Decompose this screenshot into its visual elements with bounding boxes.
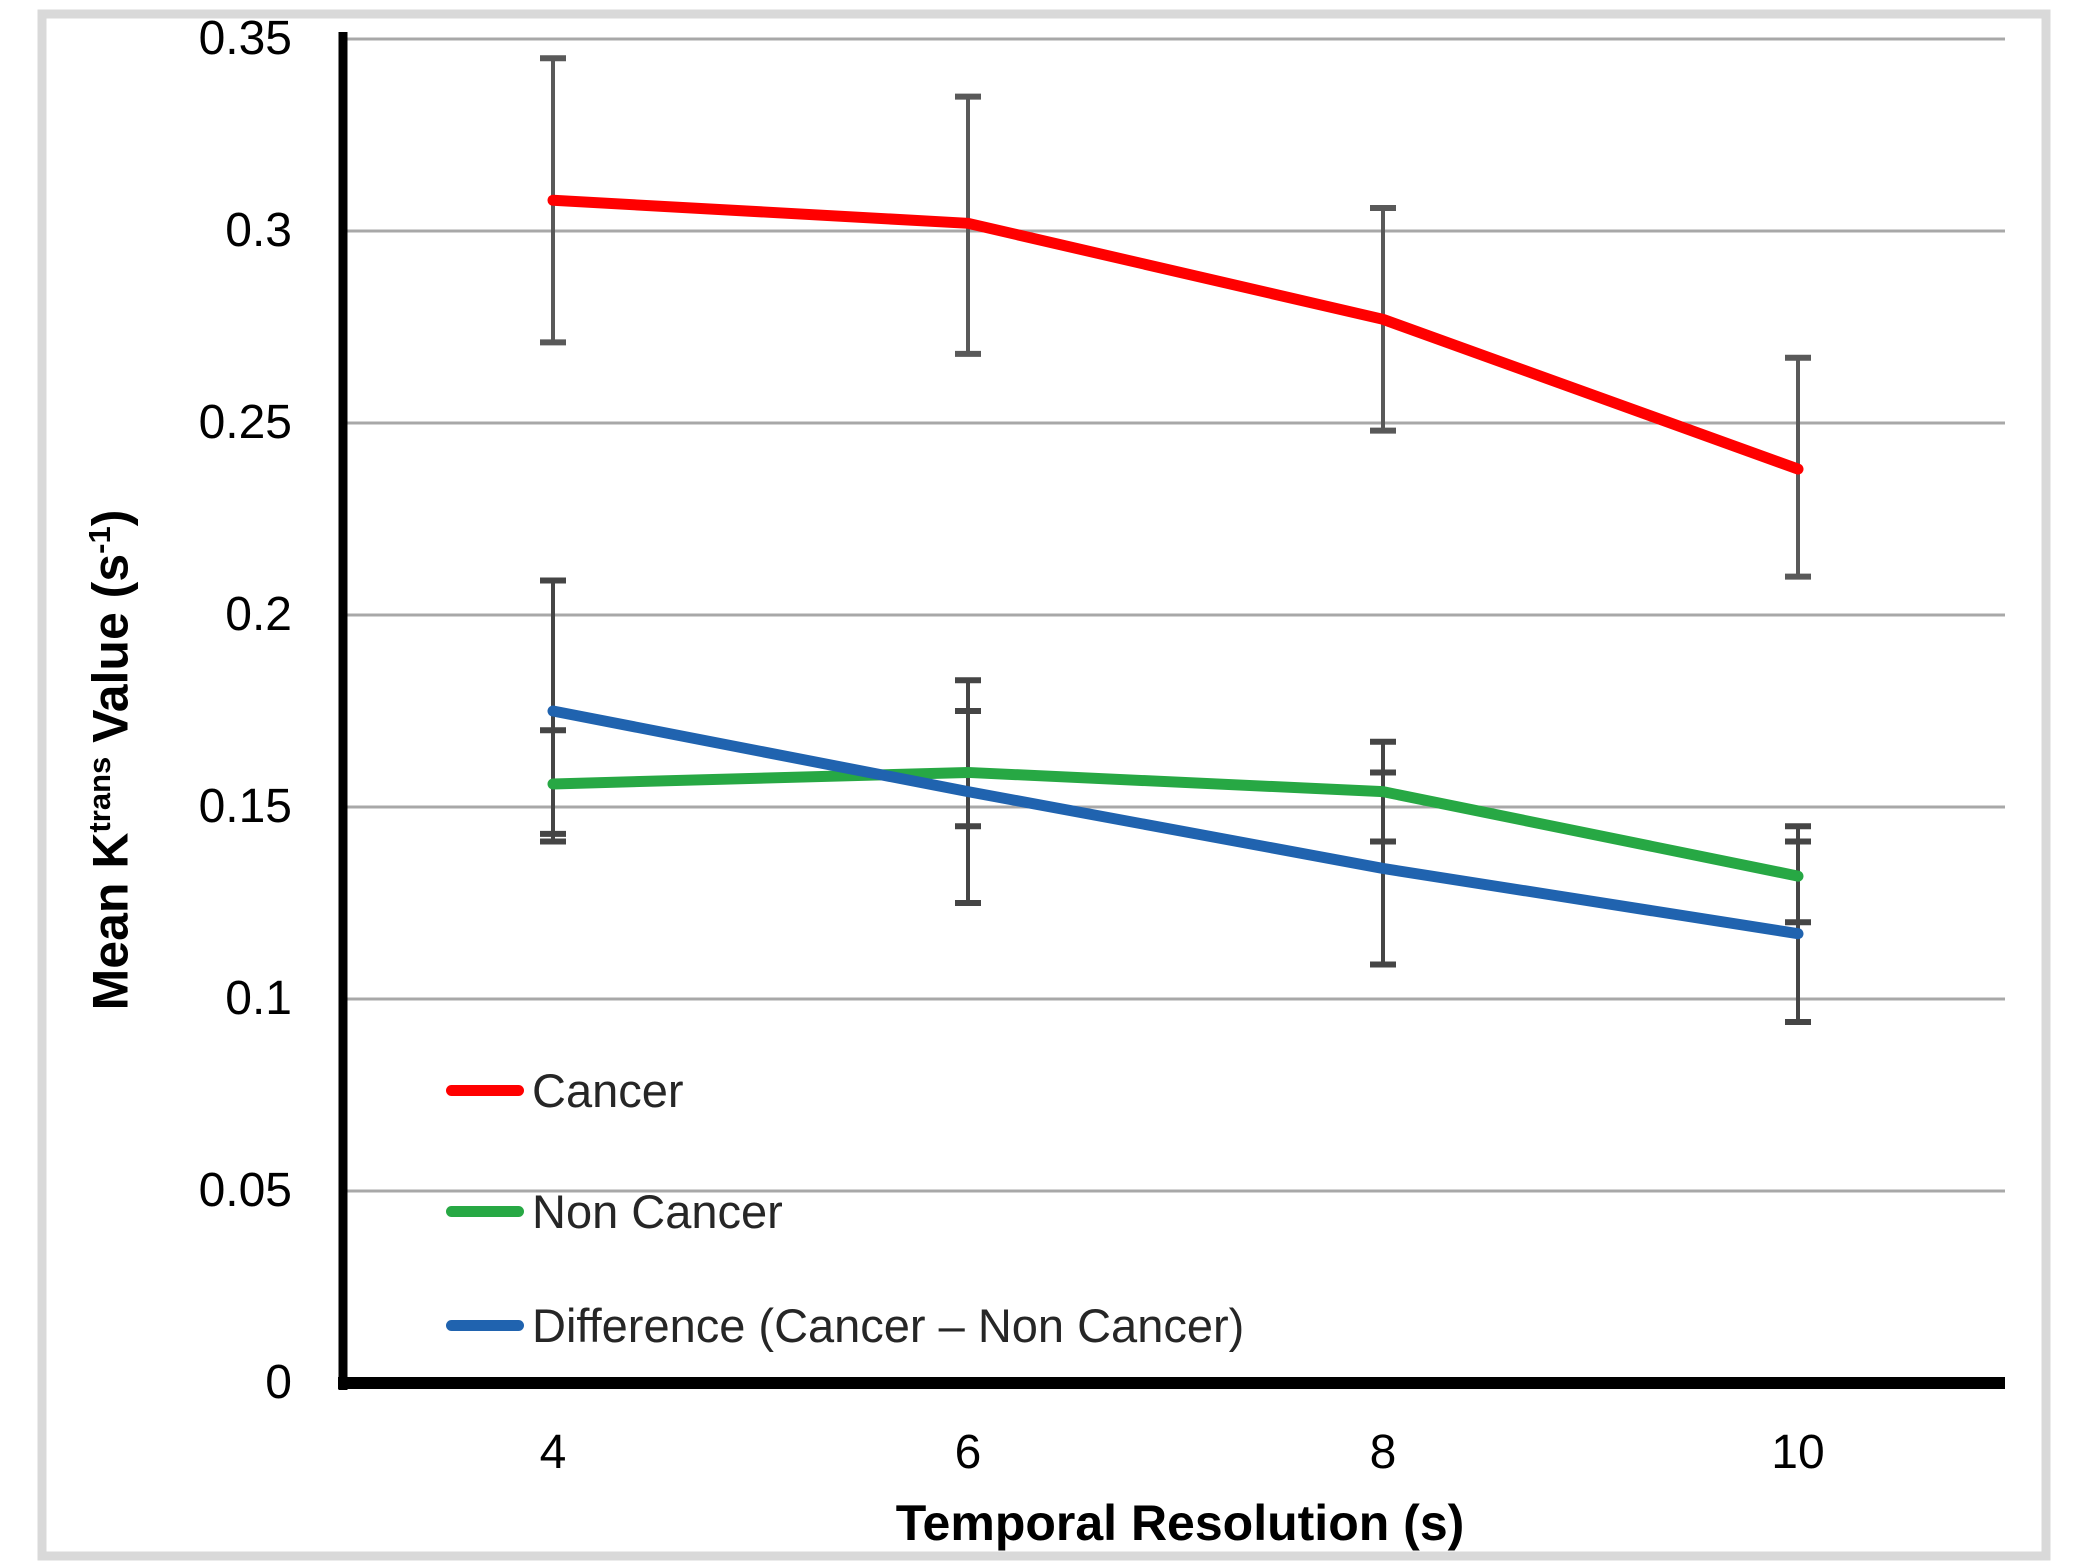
x-tick-label-4: 4: [539, 1426, 567, 1479]
y-title-superscript-trans: trans: [82, 756, 117, 833]
y-title-superscript-minus1: -1: [82, 526, 117, 554]
x-tick-label-6: 6: [954, 1426, 982, 1479]
error-bars: [540, 55, 1811, 1026]
gridlines: [343, 37, 2005, 1193]
figure-frame: [37, 9, 2051, 1561]
y-tick-label-0: 0: [265, 1356, 292, 1409]
series-lines: [547, 194, 1804, 940]
y-tick-label-0.3: 0.3: [225, 204, 292, 257]
difference-cancer-non-cancer--line: [547, 705, 1804, 940]
x-tick-label-10: 10: [1771, 1426, 1825, 1479]
y-tick-label-0.05: 0.05: [198, 1164, 292, 1217]
legend-label-cancer: Cancer: [532, 1064, 684, 1117]
y-title-text: Mean K: [82, 832, 139, 1011]
y-tick-label-0.2: 0.2: [225, 588, 292, 641]
y-axis-title: Mean Ktrans Value (s-1): [68, 410, 139, 1110]
y-tick-label-0.15: 0.15: [198, 780, 292, 833]
legend-label-difference-cancer-non-cancer-: Difference (Cancer – Non Cancer): [532, 1299, 1245, 1352]
x-tick-label-8: 8: [1369, 1426, 1397, 1479]
non-cancer-line: [547, 766, 1804, 882]
y-title-text: Value (s: [82, 553, 139, 757]
y-title-text: ): [82, 509, 139, 527]
cancer-line: [547, 194, 1804, 475]
y-tick-label-0.35: 0.35: [198, 12, 292, 65]
legend-swatch-non-cancer: [446, 1206, 524, 1217]
legend-swatch-cancer: [446, 1085, 524, 1096]
y-tick-label-0.25: 0.25: [198, 396, 292, 449]
legend-swatch-difference-cancer-non-cancer-: [446, 1320, 524, 1331]
x-axis-title: Temporal Resolution (s): [895, 1495, 1465, 1551]
y-tick-label-0.1: 0.1: [225, 972, 292, 1025]
legend-label-non-cancer: Non Cancer: [532, 1185, 783, 1238]
